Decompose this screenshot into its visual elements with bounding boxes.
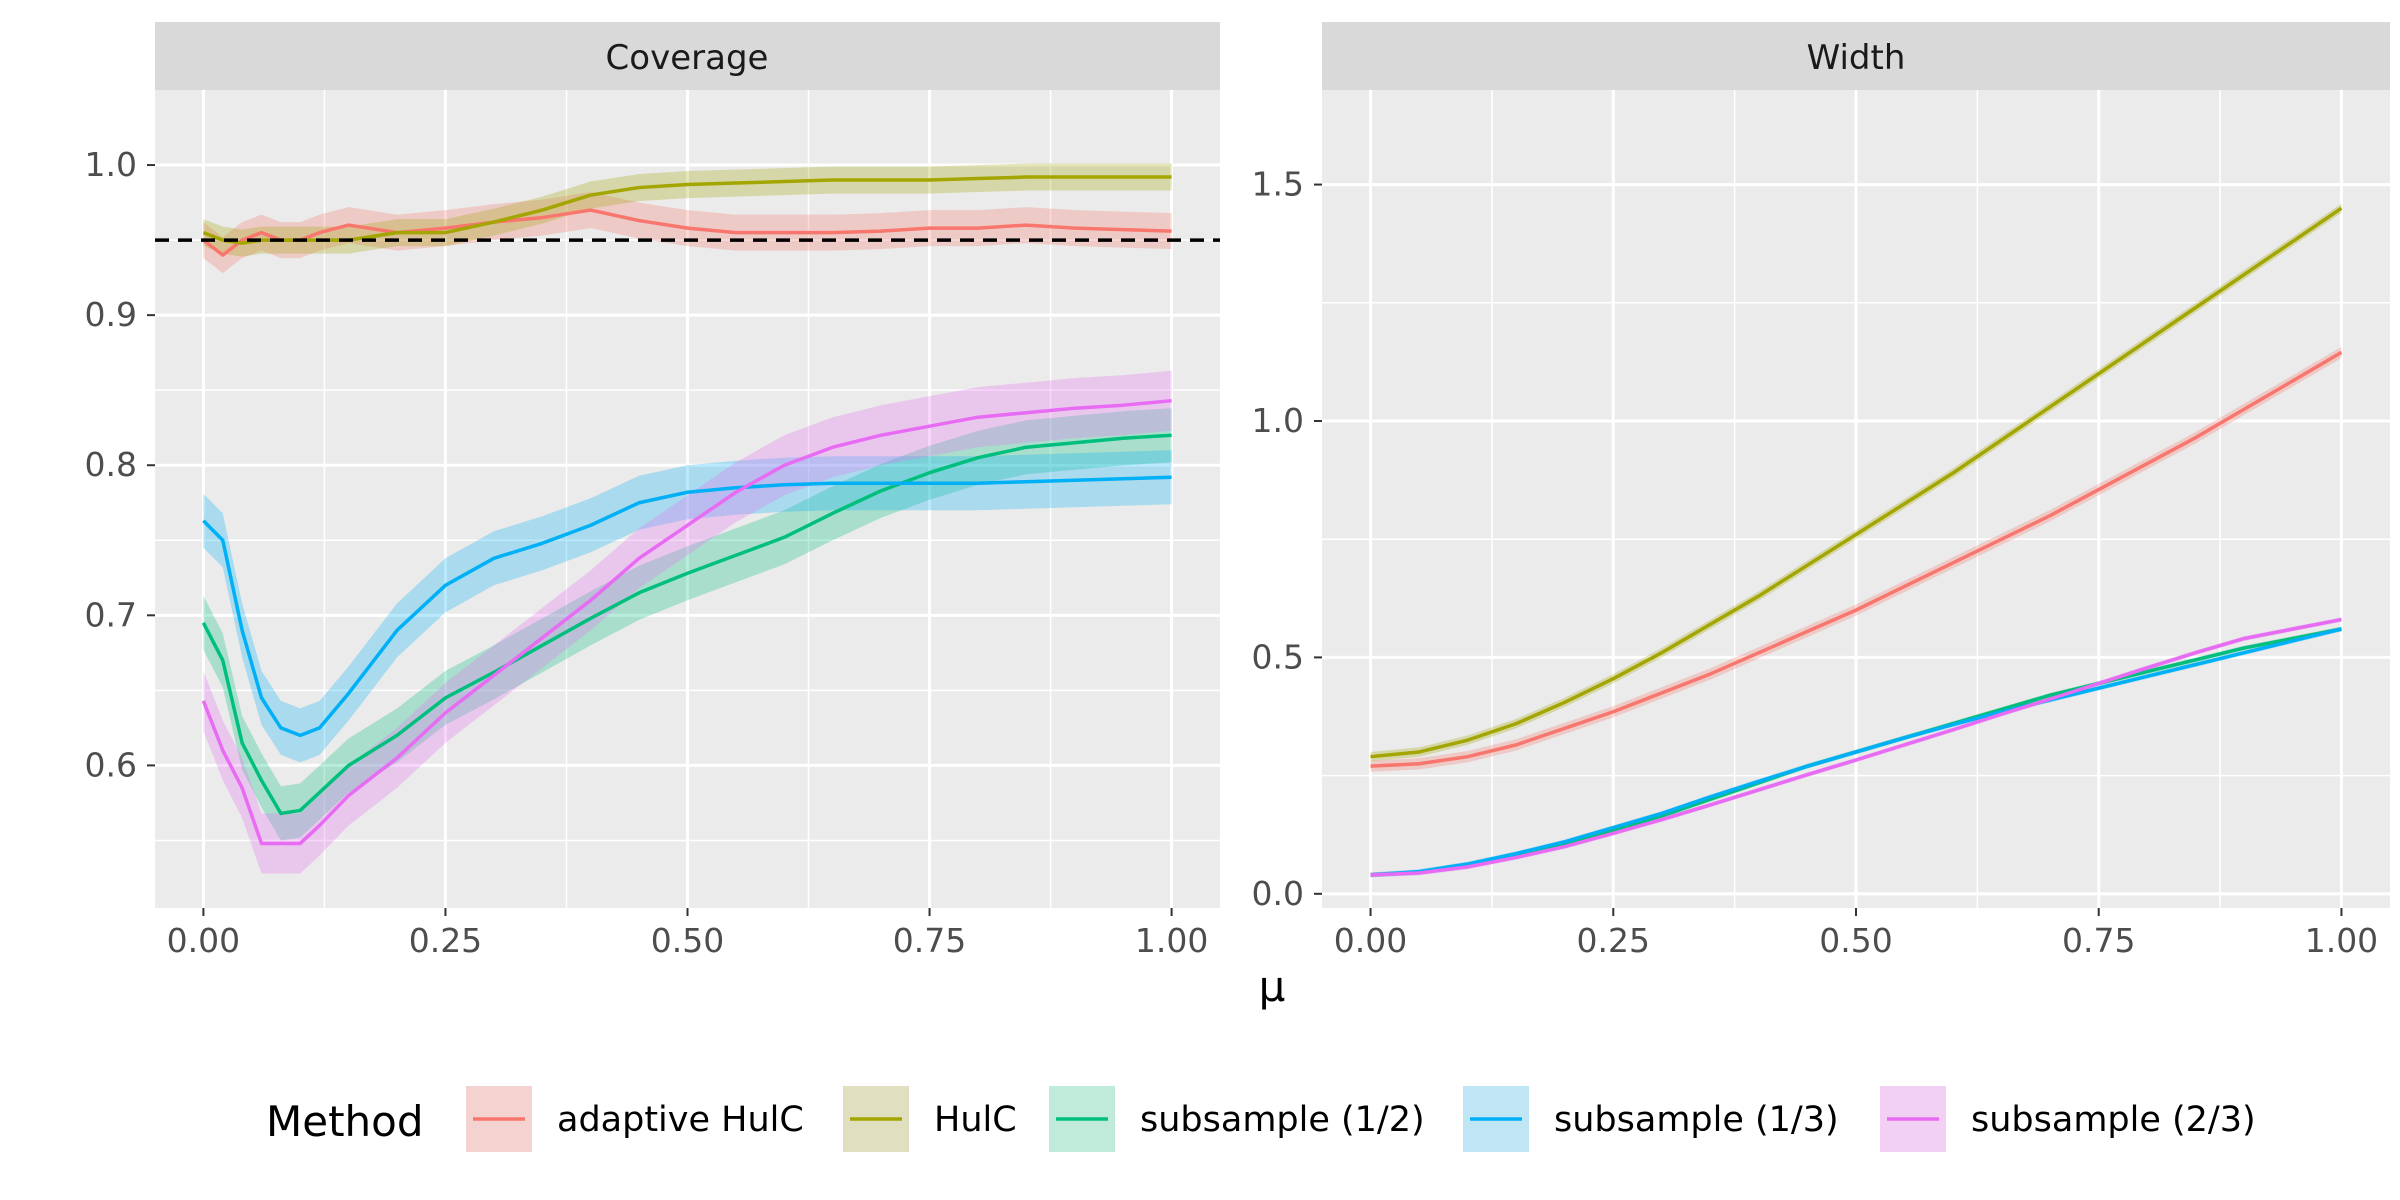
- coverage-tick-labels: 0.00 0.25 0.50 0.75 1.00 0.6 0.7 0.8 0.9 1.0: [85, 145, 1209, 960]
- legend-items: adaptive HulC HulC subsample (1/2) subsampl…: [464, 1084, 2256, 1154]
- width-line-hulc: [1370, 206, 2343, 759]
- coverage-x-tick-label: 0.00: [167, 921, 240, 960]
- coverage-y-tick-label: 0.6: [85, 745, 137, 784]
- width-y-tick-label: 0.0: [1252, 874, 1304, 913]
- width-y-tick-label: 1.5: [1252, 165, 1304, 204]
- coverage-line-subsample-1-3-: [202, 475, 1172, 738]
- coverage-series-group: [155, 163, 1220, 874]
- coverage-panel: Coverage 0.00 0.25 0.50 0.75 1.000.60.70.80.…: [85, 22, 1220, 960]
- width-strip-title: Width: [1807, 38, 1906, 78]
- coverage-y-tick-label: 0.7: [85, 595, 137, 634]
- coverage-gridlines: [155, 90, 1220, 908]
- width-series-group: [1370, 203, 2343, 878]
- width-line-adaptive-hulc: [1370, 350, 2343, 768]
- coverage-line-subsample-1-2-: [201, 433, 1172, 816]
- width-panel: Width 0.00 0.25 0.50 0.75 1.00 0.0 0.5 1.0 1.5: [1252, 22, 2390, 960]
- width-line-subsample-2-3-: [1370, 617, 2342, 877]
- width-x-tick-label: 0.75: [2062, 921, 2135, 960]
- coverage-band-subsample-1-2-: [203, 408, 1172, 841]
- x-axis-title: μ: [1259, 962, 1286, 1011]
- legend-title: Method: [266, 1097, 424, 1146]
- coverage-strip-title: Coverage: [606, 38, 769, 78]
- coverage-band-subsample-2-3-: [203, 370, 1172, 874]
- legend-label-adaptive-hulc: adaptive HulC: [557, 1100, 804, 1140]
- width-x-tick-label: 0.25: [1577, 921, 1650, 960]
- width-y-tick-label: 0.5: [1252, 637, 1304, 676]
- legend-label-subsample-1-2-: subsample (1/2): [1140, 1100, 1425, 1140]
- coverage-x-tick-label: 0.75: [893, 921, 966, 960]
- coverage-y-tick-label: 0.9: [85, 295, 137, 334]
- coverage-strip: [155, 22, 1220, 90]
- width-line-subsample-1-3-: [1370, 627, 2342, 877]
- coverage-x-tick-label: 0.50: [651, 921, 724, 960]
- legend-label-subsample-1-3-: subsample (1/3): [1554, 1100, 1839, 1140]
- coverage-y-tick-label: 0.8: [85, 445, 137, 484]
- legend: Method adaptive HulC HulC subsample (1/2) s…: [266, 1084, 2256, 1154]
- legend-label-subsample-2-3-: subsample (2/3): [1971, 1100, 2256, 1140]
- legend-label-hulc: HulC: [934, 1100, 1017, 1140]
- width-x-tick-label: 1.00: [2305, 921, 2378, 960]
- width-x-tick-label: 0.00: [1334, 921, 1407, 960]
- coverage-x-tick-label: 1.00: [1135, 921, 1208, 960]
- width-y-tick-label: 1.0: [1252, 401, 1304, 440]
- coverage-x-tick-label: 0.25: [409, 921, 482, 960]
- width-x-tick-label: 0.50: [1819, 921, 1892, 960]
- coverage-line-subsample-2-3-: [201, 398, 1172, 846]
- width-tick-labels: 0.00 0.25 0.50 0.75 1.00 0.0 0.5 1.0 1.5: [1252, 165, 2379, 960]
- coverage-band-adaptive-hulc: [203, 192, 1172, 274]
- width-strip: [1322, 22, 2390, 90]
- coverage-y-tick-label: 1.0: [85, 145, 137, 184]
